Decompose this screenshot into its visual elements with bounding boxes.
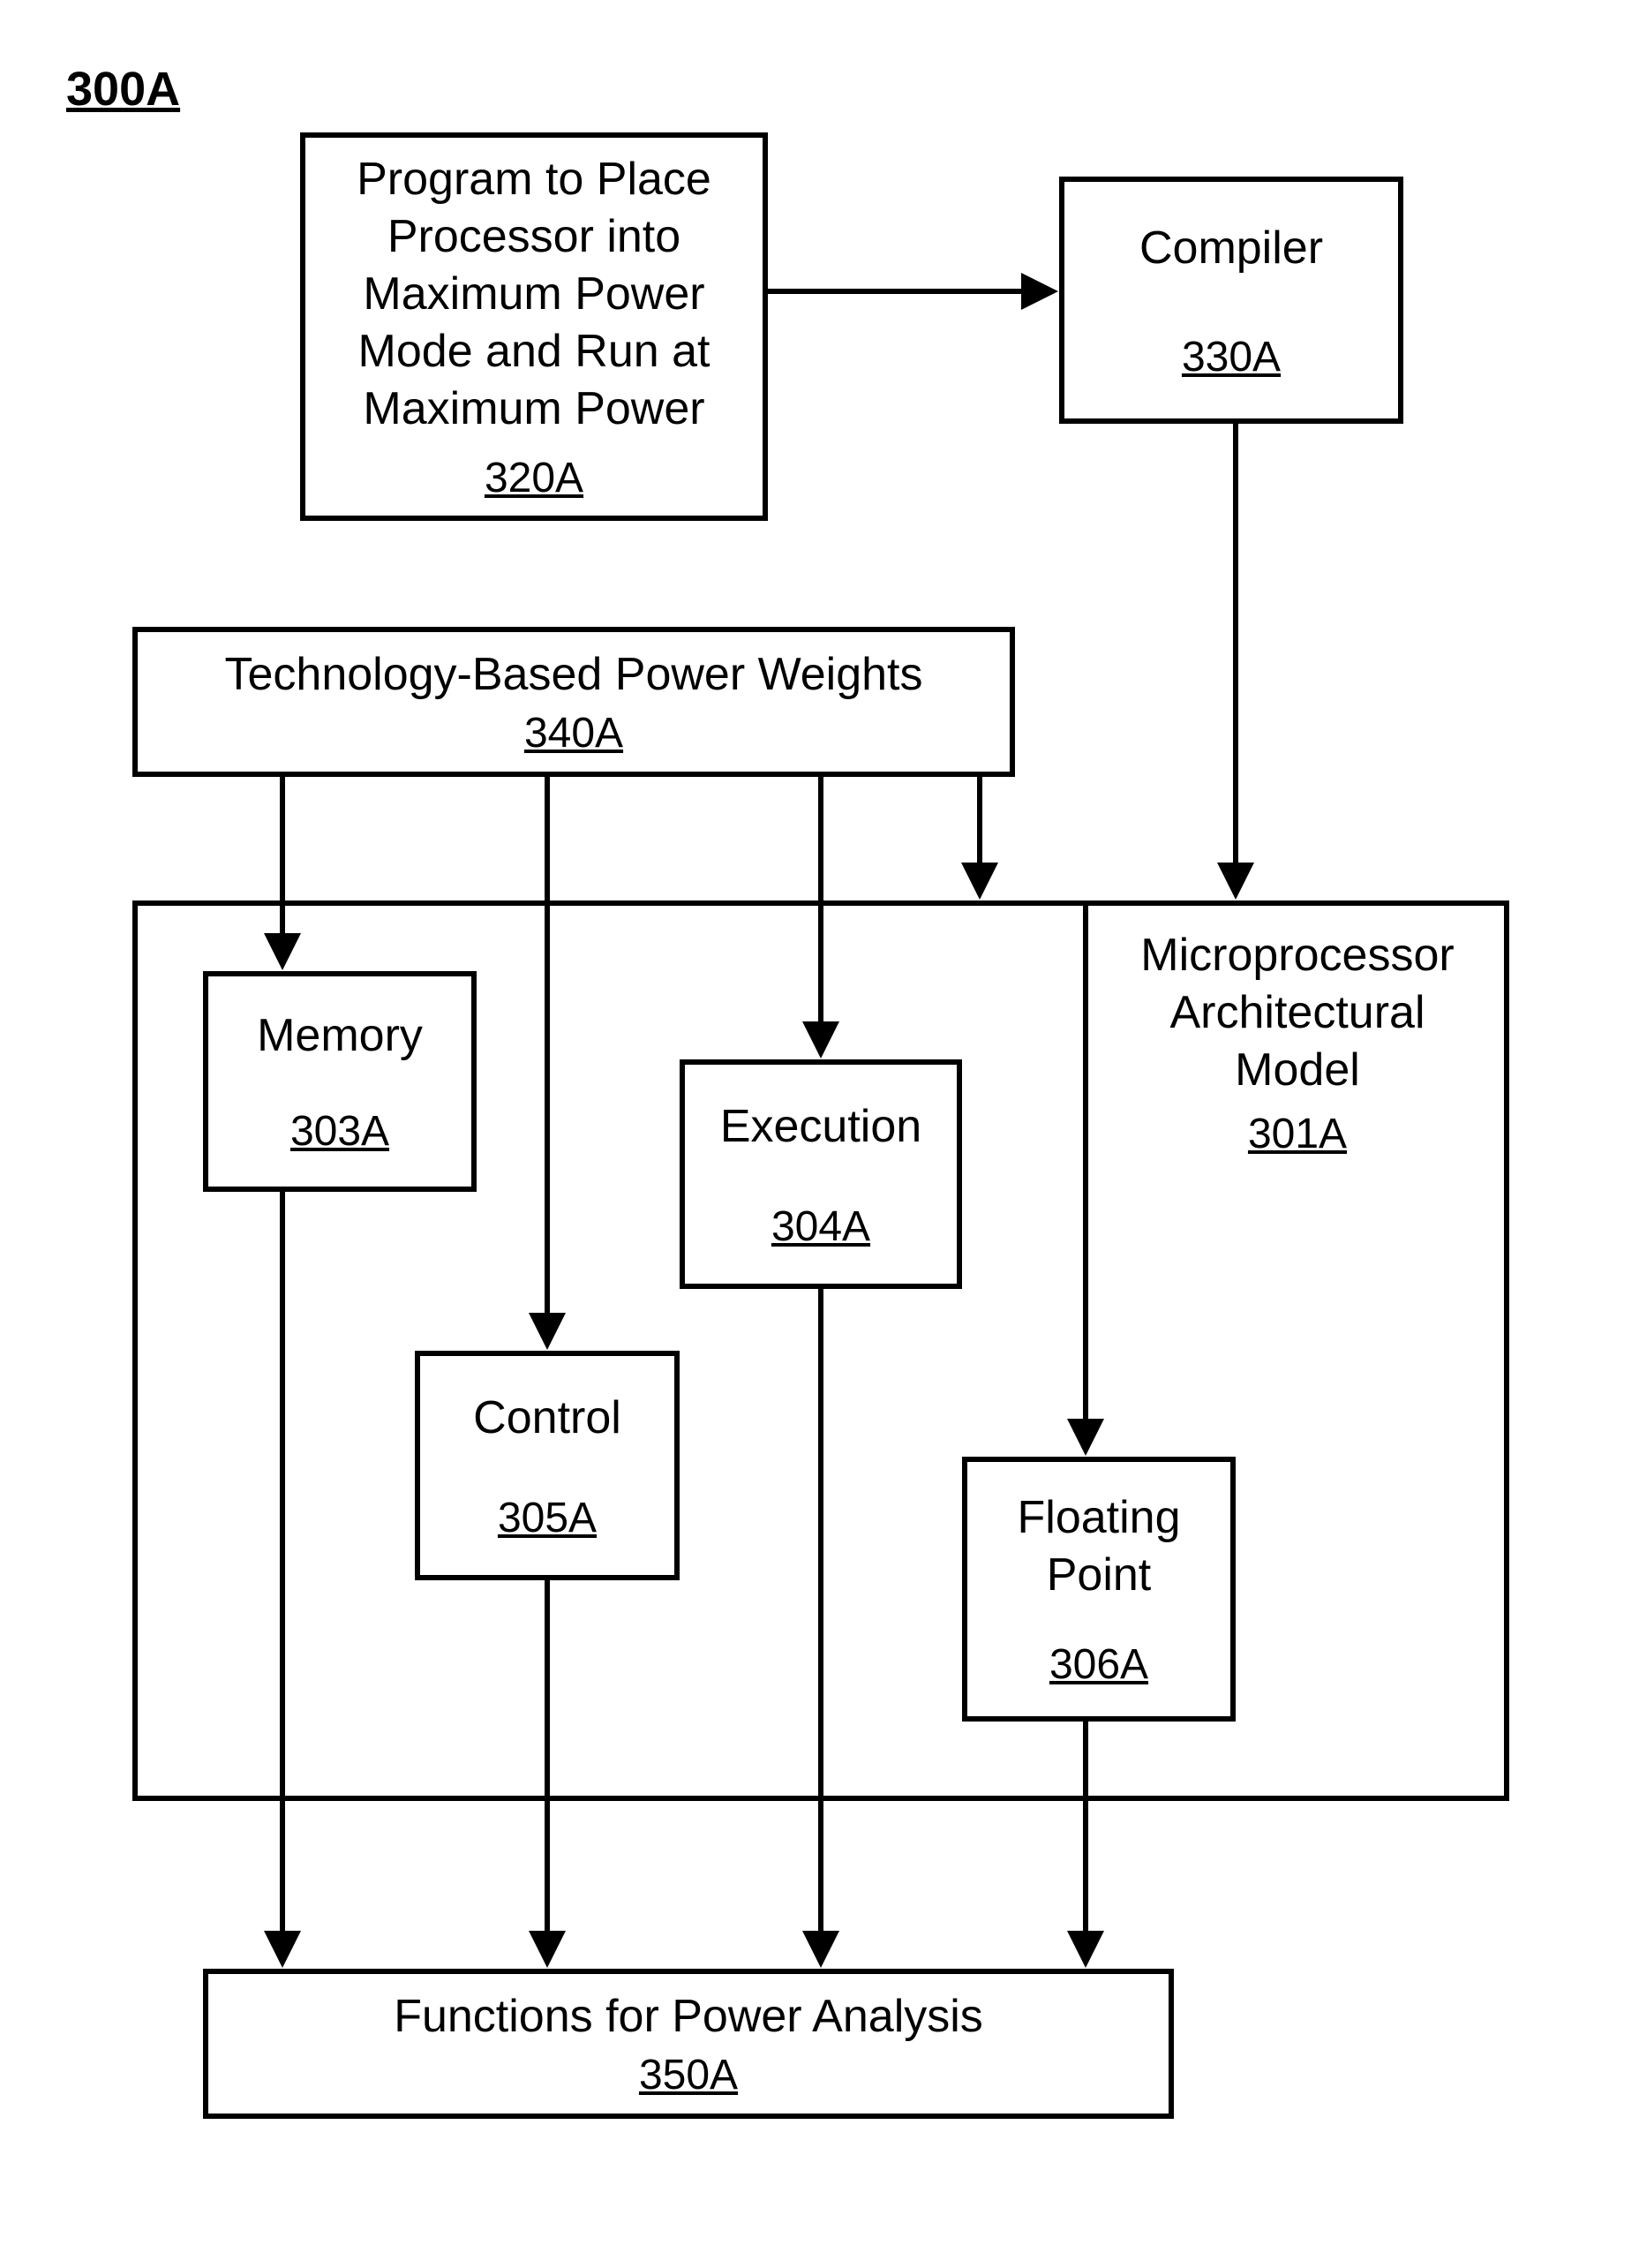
weights-text: Technology-Based Power Weights	[224, 646, 922, 704]
functions-ref: 350A	[639, 2051, 738, 2099]
floating-ref: 306A	[1049, 1640, 1148, 1689]
memory-text: Memory	[257, 1007, 423, 1065]
floating-text: Floating Point	[985, 1489, 1213, 1604]
program-box: Program to Place Processor into Maximum …	[300, 132, 768, 521]
control-ref: 305A	[498, 1494, 597, 1542]
functions-box: Functions for Power Analysis 350A	[203, 1969, 1174, 2119]
figure-label: 300A	[66, 62, 180, 117]
execution-ref: 304A	[771, 1202, 870, 1251]
control-text: Control	[473, 1390, 621, 1447]
compiler-box: Compiler 330A	[1059, 177, 1403, 424]
weights-box: Technology-Based Power Weights 340A	[132, 627, 1015, 777]
execution-box: Execution 304A	[680, 1059, 962, 1289]
control-box: Control 305A	[415, 1351, 680, 1580]
memory-box: Memory 303A	[203, 971, 477, 1192]
compiler-ref: 330A	[1182, 333, 1281, 381]
execution-text: Execution	[720, 1098, 921, 1156]
compiler-text: Compiler	[1139, 220, 1323, 277]
model-ref: 301A	[1112, 1108, 1483, 1161]
figure-label-text: 300A	[66, 63, 180, 116]
program-ref: 320A	[485, 454, 583, 502]
model-text: Microprocessor Architectural Model	[1140, 930, 1454, 1096]
floating-box: Floating Point 306A	[962, 1457, 1236, 1722]
model-label: Microprocessor Architectural Model 301A	[1112, 927, 1483, 1161]
weights-ref: 340A	[524, 709, 623, 757]
memory-ref: 303A	[290, 1107, 389, 1156]
functions-text: Functions for Power Analysis	[394, 1988, 983, 2046]
program-text: Program to Place Processor into Maximum …	[323, 151, 745, 438]
